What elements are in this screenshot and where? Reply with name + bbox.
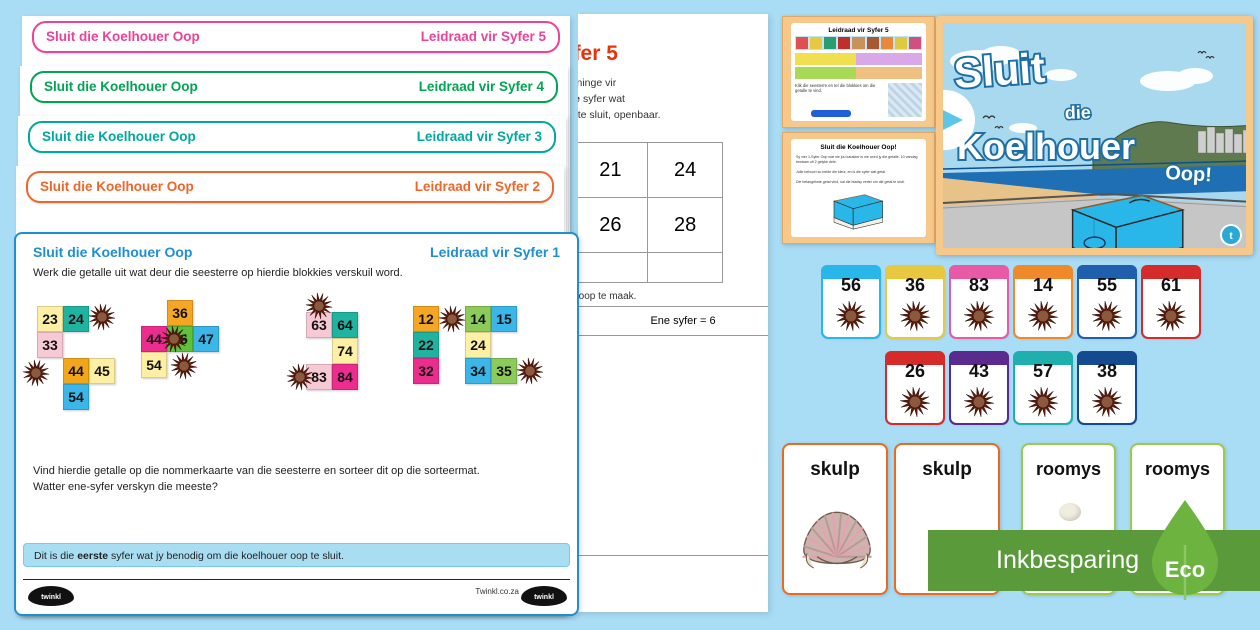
svg-text:die: die <box>1064 102 1091 123</box>
svg-text:Sluit: Sluit <box>952 44 1046 97</box>
svg-text:Oop!: Oop! <box>1165 162 1213 186</box>
svg-text:Eco: Eco <box>1165 557 1205 582</box>
svg-text:Koelhouer: Koelhouer <box>957 126 1135 167</box>
